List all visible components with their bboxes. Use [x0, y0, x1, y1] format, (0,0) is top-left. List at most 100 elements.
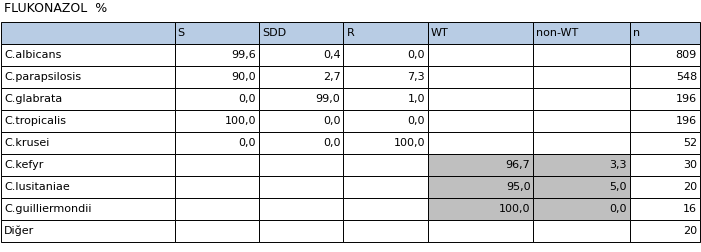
Text: 99,0: 99,0 — [315, 94, 341, 104]
Bar — [1, 88, 175, 110]
Bar — [428, 154, 533, 176]
Text: 0,0: 0,0 — [407, 116, 425, 126]
Bar — [533, 44, 629, 66]
Bar — [533, 110, 629, 132]
Bar — [533, 132, 629, 154]
Bar — [629, 66, 700, 88]
Text: WT: WT — [431, 28, 449, 38]
Bar — [629, 220, 700, 242]
Text: non-WT: non-WT — [536, 28, 579, 38]
Text: Diğer: Diğer — [4, 226, 34, 236]
Bar — [428, 66, 533, 88]
Bar — [1, 198, 175, 220]
Bar — [1, 154, 175, 176]
Bar — [428, 198, 533, 220]
Text: C.parapsilosis: C.parapsilosis — [4, 72, 81, 82]
Bar — [629, 198, 700, 220]
Bar — [629, 132, 700, 154]
Bar — [343, 66, 428, 88]
Text: C.tropicalis: C.tropicalis — [4, 116, 66, 126]
Bar — [1, 110, 175, 132]
Bar — [629, 88, 700, 110]
Text: 0,0: 0,0 — [407, 50, 425, 60]
Text: 90,0: 90,0 — [231, 72, 256, 82]
Text: 30: 30 — [683, 160, 697, 170]
Bar — [533, 88, 629, 110]
Bar — [343, 44, 428, 66]
Bar — [1, 66, 175, 88]
Text: 16: 16 — [683, 204, 697, 214]
Bar — [1, 132, 175, 154]
Bar — [629, 110, 700, 132]
Bar — [343, 154, 428, 176]
Bar — [259, 198, 343, 220]
Bar — [1, 220, 175, 242]
Text: 0,0: 0,0 — [323, 116, 341, 126]
Bar — [175, 44, 259, 66]
Text: 52: 52 — [683, 138, 697, 148]
Text: 3,3: 3,3 — [609, 160, 627, 170]
Bar — [175, 22, 259, 44]
Text: 100,0: 100,0 — [224, 116, 256, 126]
Text: SDD: SDD — [262, 28, 286, 38]
Bar — [175, 110, 259, 132]
Bar — [428, 44, 533, 66]
Text: 548: 548 — [676, 72, 697, 82]
Text: 100,0: 100,0 — [499, 204, 531, 214]
Bar — [259, 132, 343, 154]
Text: 5,0: 5,0 — [609, 182, 627, 192]
Bar — [1, 176, 175, 198]
Bar — [629, 44, 700, 66]
Bar — [175, 132, 259, 154]
Text: C.krusei: C.krusei — [4, 138, 49, 148]
Bar — [259, 66, 343, 88]
Bar — [343, 22, 428, 44]
Bar — [259, 44, 343, 66]
Text: C.lusitaniae: C.lusitaniae — [4, 182, 70, 192]
Bar — [259, 176, 343, 198]
Bar — [343, 110, 428, 132]
Text: C.albicans: C.albicans — [4, 50, 62, 60]
Bar — [343, 132, 428, 154]
Bar — [343, 220, 428, 242]
Bar — [428, 176, 533, 198]
Bar — [259, 110, 343, 132]
Text: S: S — [177, 28, 184, 38]
Text: 7,3: 7,3 — [407, 72, 425, 82]
Text: 0,0: 0,0 — [238, 138, 256, 148]
Text: 0,4: 0,4 — [323, 50, 341, 60]
Bar — [343, 176, 428, 198]
Bar — [343, 198, 428, 220]
Text: n: n — [632, 28, 640, 38]
Text: 100,0: 100,0 — [393, 138, 425, 148]
Bar — [428, 220, 533, 242]
Text: 99,6: 99,6 — [231, 50, 256, 60]
Bar — [533, 198, 629, 220]
Bar — [259, 88, 343, 110]
Bar — [175, 176, 259, 198]
Text: FLUKONAZOL  %: FLUKONAZOL % — [4, 2, 107, 15]
Bar — [428, 88, 533, 110]
Bar — [533, 176, 629, 198]
Bar — [629, 154, 700, 176]
Text: 0,0: 0,0 — [609, 204, 627, 214]
Text: C.glabrata: C.glabrata — [4, 94, 62, 104]
Bar — [1, 22, 175, 44]
Text: 809: 809 — [676, 50, 697, 60]
Bar — [428, 110, 533, 132]
Text: 196: 196 — [676, 94, 697, 104]
Bar — [629, 176, 700, 198]
Bar — [533, 22, 629, 44]
Text: 196: 196 — [676, 116, 697, 126]
Bar — [175, 198, 259, 220]
Bar — [629, 22, 700, 44]
Text: 20: 20 — [683, 182, 697, 192]
Bar — [428, 22, 533, 44]
Bar — [175, 66, 259, 88]
Text: 20: 20 — [683, 226, 697, 236]
Text: 96,7: 96,7 — [505, 160, 531, 170]
Bar — [175, 88, 259, 110]
Text: C.kefyr: C.kefyr — [4, 160, 43, 170]
Bar — [1, 44, 175, 66]
Bar — [259, 22, 343, 44]
